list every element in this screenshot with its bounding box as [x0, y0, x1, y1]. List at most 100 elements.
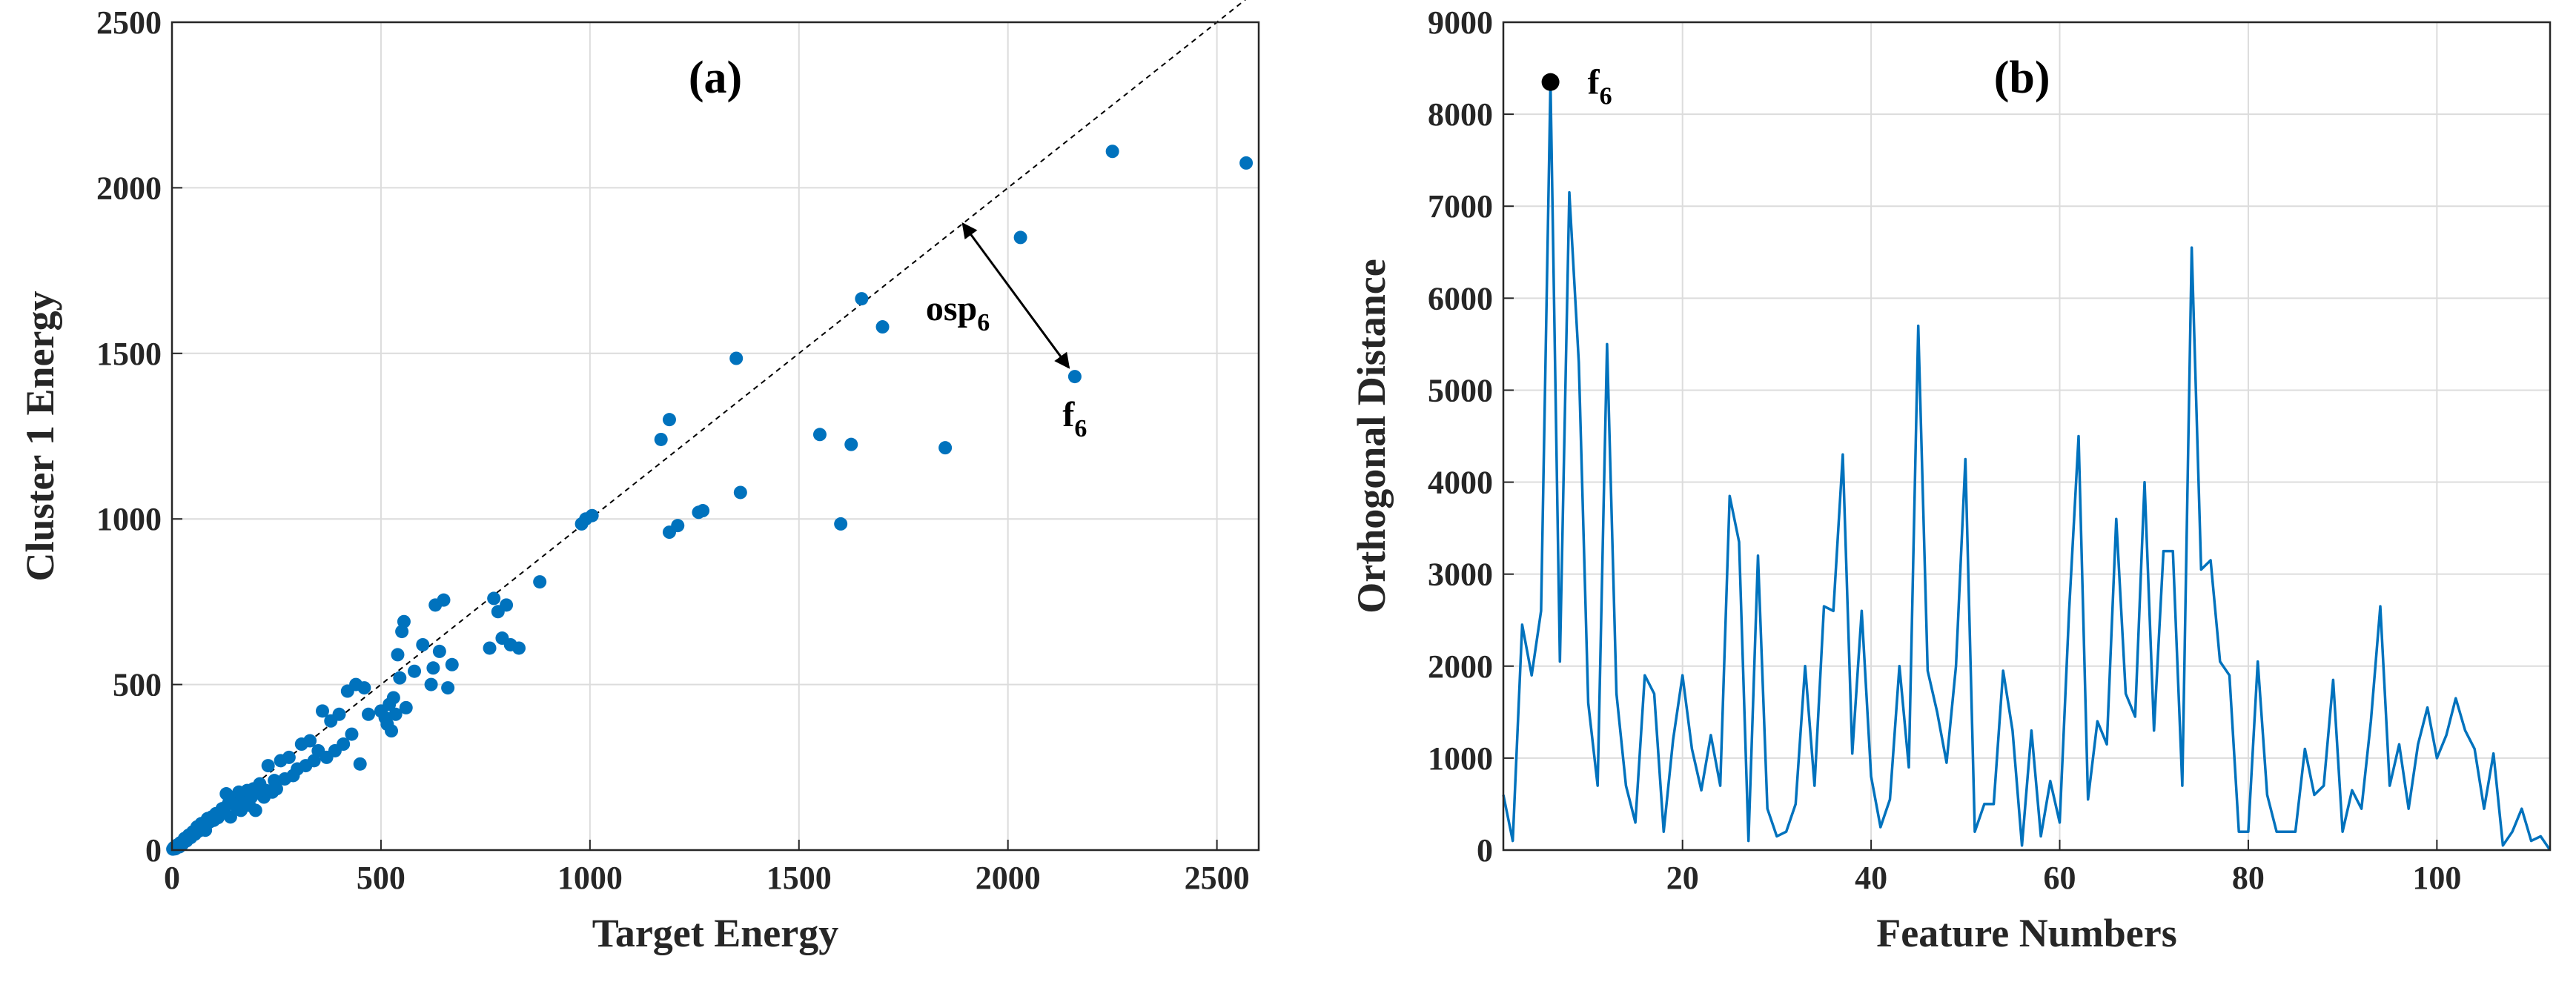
- scatter-point: [585, 508, 599, 522]
- scatter-point: [654, 432, 668, 446]
- a-y-tick-label: 1500: [96, 336, 162, 372]
- osp-label: osp6: [926, 289, 990, 336]
- scatter-point: [938, 441, 953, 455]
- scatter-point: [1105, 145, 1119, 159]
- b-y-tick-label: 7000: [1428, 188, 1493, 225]
- scatter-point: [875, 320, 890, 334]
- scatter-point: [385, 724, 399, 738]
- b-x-tick-label: 40: [1855, 860, 1887, 896]
- a-y-tick-label: 1000: [96, 501, 162, 537]
- b-x-tick-label: 60: [2044, 860, 2076, 896]
- b-y-tick-label: 1000: [1428, 740, 1493, 777]
- scatter-point: [662, 413, 676, 427]
- scatter-point: [426, 661, 440, 675]
- scatter-point: [391, 648, 405, 662]
- a-x-tick-label: 1000: [557, 860, 623, 896]
- a-x-tick-label: 0: [164, 860, 180, 896]
- panel-a-y-axis-label: Cluster 1 Energy: [18, 291, 62, 582]
- scatter-point: [399, 700, 413, 714]
- scatter-point: [483, 641, 497, 655]
- a-y-tick-label: 2500: [96, 4, 162, 41]
- scatter-point: [248, 803, 262, 817]
- panel-a-annotation: osp6 f6: [926, 222, 1087, 442]
- osp-label-main: osp: [926, 289, 977, 328]
- panel-a-points: [166, 145, 1254, 856]
- scatter-point: [812, 428, 827, 442]
- scatter-point: [533, 575, 547, 589]
- a-y-tick-label: 500: [113, 667, 162, 703]
- a-x-tick-label: 1500: [766, 860, 832, 896]
- panel-b-line: 20 40 60 80 100 0 1000 2000 3000 4000 5000 6000 700…: [1349, 4, 2552, 955]
- b-y-tick-label: 2000: [1428, 648, 1493, 685]
- panel-b-y-axis-label: Orthogonal Distance: [1349, 259, 1394, 614]
- scatter-point: [303, 734, 317, 748]
- panel-a-axes-frame: [170, 21, 1260, 852]
- f6-label-b-sub: 6: [1600, 83, 1612, 110]
- scatter-point: [834, 517, 848, 531]
- scatter-point: [671, 519, 685, 533]
- b-y-tick-label: 3000: [1428, 557, 1493, 593]
- panel-a-label: (a): [689, 53, 742, 103]
- b-y-tick-label: 4000: [1428, 465, 1493, 501]
- panel-b-grid: [1503, 21, 2550, 851]
- scatter-point: [511, 641, 526, 655]
- scatter-point: [408, 664, 422, 678]
- b-x-tick-label: 100: [2412, 860, 2461, 896]
- scatter-point: [397, 614, 411, 628]
- b-x-tick-label: 80: [2232, 860, 2265, 896]
- scatter-point: [282, 750, 296, 764]
- scatter-point: [844, 437, 858, 451]
- scatter-point: [332, 707, 346, 721]
- scatter-point: [353, 757, 367, 771]
- scatter-point: [432, 644, 446, 658]
- a-x-tick-label: 2500: [1185, 860, 1250, 896]
- f6-label-b-main: f: [1588, 63, 1600, 102]
- panel-b-y-ticks: 0 1000 2000 3000 4000 5000 6000 7000 8000 9000: [1428, 4, 1514, 869]
- a-x-tick-label: 500: [357, 860, 405, 896]
- a-y-tick-label: 0: [145, 832, 162, 869]
- scatter-point: [357, 681, 371, 695]
- scatter-point: [269, 782, 283, 796]
- b-y-tick-label: 0: [1477, 832, 1493, 869]
- scatter-point: [1067, 370, 1082, 384]
- f6-label-a-sub: 6: [1074, 415, 1087, 442]
- scatter-point: [1239, 156, 1254, 170]
- scatter-point: [445, 657, 459, 671]
- panel-b-series-line: [1502, 80, 2552, 851]
- scatter-point: [261, 759, 275, 773]
- scatter-point: [437, 593, 451, 607]
- scatter-point: [393, 671, 407, 685]
- scatter-point: [362, 707, 376, 721]
- b-y-tick-label: 6000: [1428, 280, 1493, 316]
- scatter-point: [500, 598, 514, 612]
- scatter-point: [696, 504, 710, 518]
- scatter-point: [386, 691, 400, 705]
- panel-a-scatter: 0 500 1000 1500 2000 2500 0 500 1000 1500 2000 250…: [18, 0, 1260, 955]
- scatter-point: [337, 737, 351, 752]
- scatter-point: [223, 810, 237, 824]
- osp-label-sub: 6: [977, 309, 990, 336]
- scatter-point: [487, 591, 501, 606]
- osp-arrow: [961, 222, 1070, 369]
- scatter-point: [416, 637, 430, 651]
- f6-label-a-main: f: [1062, 395, 1075, 434]
- b-y-tick-label: 9000: [1428, 4, 1493, 41]
- f6-label-b: f6: [1588, 63, 1612, 110]
- panel-a-y-ticks: 0 500 1000 1500 2000 2500: [96, 4, 182, 869]
- panel-b-x-axis-label: Feature Numbers: [1876, 911, 2176, 955]
- scatter-point: [729, 351, 744, 365]
- b-x-tick-label: 20: [1666, 860, 1699, 896]
- scatter-point: [315, 704, 329, 718]
- panel-b-axes-frame: [1502, 21, 2552, 852]
- f6-label-a: f6: [1062, 395, 1087, 442]
- scatter-point: [733, 485, 747, 500]
- panel-a-x-axis-label: Target Energy: [592, 911, 838, 955]
- panel-b-x-ticks: 20 40 60 80 100: [1666, 840, 2461, 896]
- scatter-point: [388, 707, 403, 721]
- scatter-point: [1013, 230, 1027, 245]
- scatter-point: [424, 677, 438, 691]
- a-x-tick-label: 2000: [976, 860, 1041, 896]
- b-y-tick-label: 8000: [1428, 96, 1493, 133]
- panel-b-label: (b): [1994, 53, 2050, 103]
